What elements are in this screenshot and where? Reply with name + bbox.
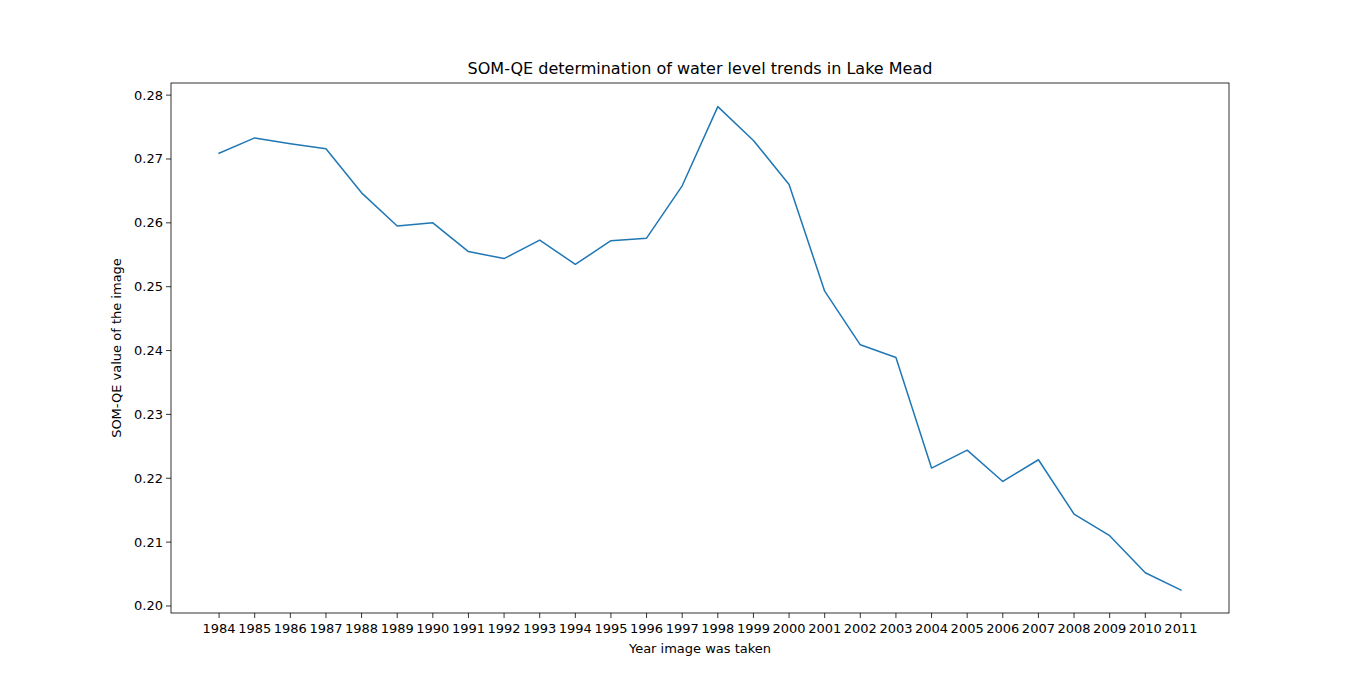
y-tick-label: 0.27 (134, 151, 163, 166)
x-tick (254, 613, 255, 618)
x-tick (1145, 613, 1146, 618)
x-tick-label: 2003 (879, 621, 912, 636)
x-tick-label: 2001 (808, 621, 841, 636)
x-tick (219, 613, 220, 618)
x-tick (290, 613, 291, 618)
series-group (219, 107, 1181, 590)
x-tick (1074, 613, 1075, 618)
x-tick (432, 613, 433, 618)
plot-frame (171, 83, 1229, 613)
x-tick (1109, 613, 1110, 618)
line-series (219, 107, 1181, 590)
x-axis-label: Year image was taken (628, 641, 771, 656)
x-tick-label: 1994 (559, 621, 592, 636)
x-tick (753, 613, 754, 618)
x-tick-label: 1985 (238, 621, 271, 636)
x-tick-label: 1987 (309, 621, 342, 636)
x-tick (824, 613, 825, 618)
x-tick-label: 1993 (523, 621, 556, 636)
x-tick-label: 2002 (844, 621, 877, 636)
x-tick-label: 2000 (773, 621, 806, 636)
title: SOM-QE determination of water level tren… (468, 59, 933, 78)
y-tick-label: 0.28 (134, 88, 163, 103)
y-tick (166, 414, 171, 415)
y-tick-label: 0.23 (134, 407, 163, 422)
x-tick (610, 613, 611, 618)
x-tick-label: 1997 (666, 621, 699, 636)
x-tick-label: 1996 (630, 621, 663, 636)
x-tick (967, 613, 968, 618)
x-tick-label: 2009 (1093, 621, 1126, 636)
y-tick (166, 478, 171, 479)
x-tick (575, 613, 576, 618)
y-tick (166, 350, 171, 351)
y-tick-label: 0.24 (134, 343, 163, 358)
chart: 1984198519861987198819891990199119921993… (0, 0, 1366, 689)
x-tick (325, 613, 326, 618)
x-tick (717, 613, 718, 618)
y-tick (166, 605, 171, 606)
x-tick (895, 613, 896, 618)
y-tick-label: 0.26 (134, 215, 163, 230)
x-tick-label: 1992 (488, 621, 521, 636)
x-tick (646, 613, 647, 618)
x-tick (504, 613, 505, 618)
x-tick-label: 1998 (701, 621, 734, 636)
x-tick (682, 613, 683, 618)
x-tick (397, 613, 398, 618)
x-tick-label: 2006 (986, 621, 1019, 636)
x-tick (1180, 613, 1181, 618)
x-tick-label: 2008 (1057, 621, 1090, 636)
x-tick-label: 1989 (381, 621, 414, 636)
y-tick-label: 0.20 (134, 598, 163, 613)
x-tick-label: 1999 (737, 621, 770, 636)
x-tick (468, 613, 469, 618)
x-tick-label: 1991 (452, 621, 485, 636)
x-tick-label: 1988 (345, 621, 378, 636)
y-axis-label: SOM-QE value of the image (109, 258, 124, 438)
y-tick (166, 542, 171, 543)
x-tick-label: 2004 (915, 621, 948, 636)
x-tick (1002, 613, 1003, 618)
y-tick-label: 0.21 (134, 535, 163, 550)
x-tick-label: 2005 (951, 621, 984, 636)
x-tick-label: 1984 (203, 621, 236, 636)
y-tick (166, 286, 171, 287)
x-tick-label: 2010 (1129, 621, 1162, 636)
background (0, 0, 1366, 689)
x-tick (539, 613, 540, 618)
y-tick-label: 0.25 (134, 279, 163, 294)
x-tick (789, 613, 790, 618)
x-tick-label: 2007 (1022, 621, 1055, 636)
y-tick (166, 222, 171, 223)
x-tick-label: 1990 (416, 621, 449, 636)
y-tick (166, 95, 171, 96)
y-tick-label: 0.22 (134, 471, 163, 486)
y-tick (166, 158, 171, 159)
x-tick-label: 1986 (274, 621, 307, 636)
x-tick (1038, 613, 1039, 618)
x-tick (860, 613, 861, 618)
x-tick (931, 613, 932, 618)
x-tick-label: 2011 (1164, 621, 1197, 636)
x-tick (361, 613, 362, 618)
x-tick-label: 1995 (594, 621, 627, 636)
